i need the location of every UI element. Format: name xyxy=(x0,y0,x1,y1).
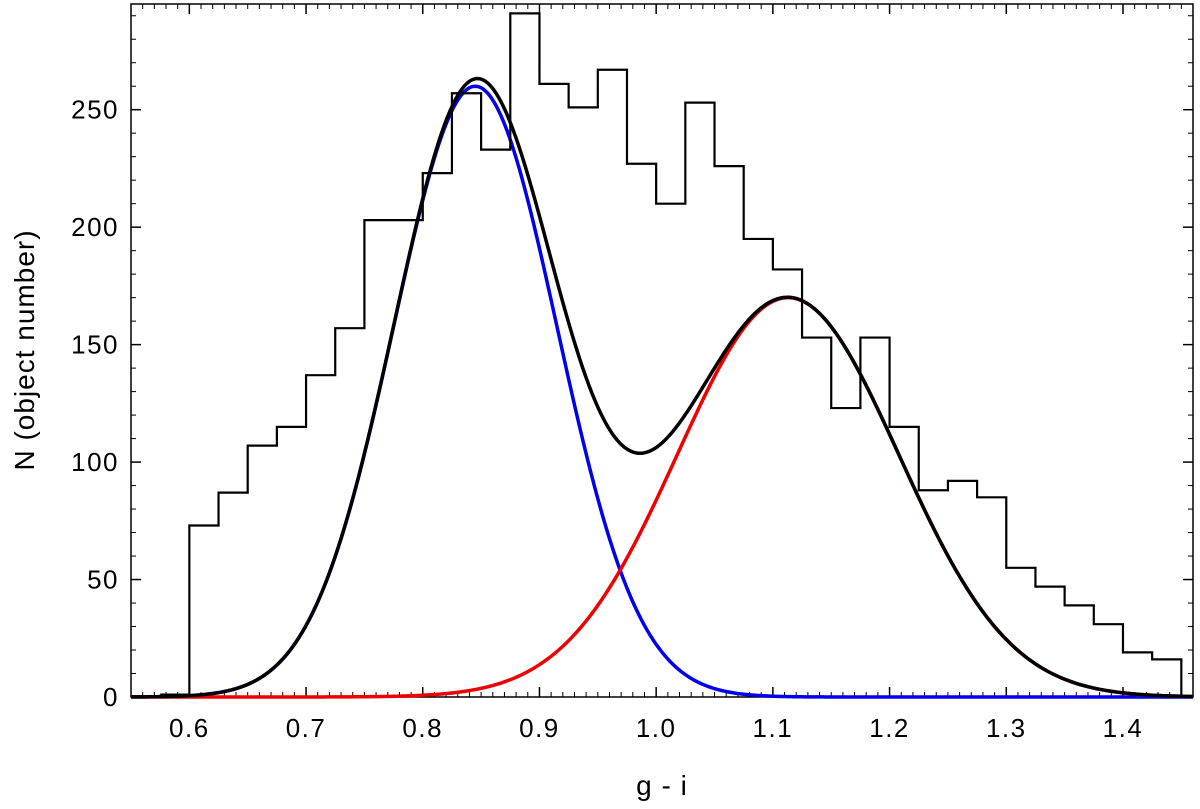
fit-curve-red xyxy=(131,295,1194,699)
histogram-outline xyxy=(160,12,1193,699)
histogram-bin xyxy=(539,84,568,697)
y-tick-label: 150 xyxy=(71,330,119,360)
fit-curve-blue xyxy=(130,84,1193,699)
y-axis: 0 50 100 150 200 250 xyxy=(71,95,1193,712)
histogram-bin xyxy=(1094,624,1123,697)
histogram-bin xyxy=(306,375,335,697)
histogram-bin xyxy=(831,408,860,697)
plot-frame xyxy=(130,3,1194,698)
histogram-bin xyxy=(248,446,277,697)
fit-curves xyxy=(130,76,1194,699)
histogram-bin xyxy=(1152,659,1181,697)
histogram-bin xyxy=(364,220,393,697)
x-tick-label: 0.8 xyxy=(402,713,443,743)
histogram-bin xyxy=(1123,652,1152,697)
histogram-bin xyxy=(219,493,248,697)
histogram-bin xyxy=(802,338,831,697)
histogram-bin xyxy=(860,338,889,697)
histogram-bin xyxy=(685,103,714,697)
x-tick-label: 1.4 xyxy=(1103,713,1144,743)
x-tick-label: 1.0 xyxy=(636,713,677,743)
x-axis-title: g - i xyxy=(636,770,688,801)
histogram-bin xyxy=(277,427,306,697)
y-tick-label: 250 xyxy=(71,95,119,125)
histogram-bin xyxy=(510,13,539,697)
fit-curve-total xyxy=(130,76,1194,699)
histogram-bin xyxy=(481,150,510,697)
histogram-bin xyxy=(977,497,1006,697)
histogram-bin xyxy=(1035,587,1064,697)
x-tick-label: 1.1 xyxy=(753,713,794,743)
y-tick-label: 0 xyxy=(103,682,119,712)
minor-ticks xyxy=(131,4,1194,697)
histogram xyxy=(160,12,1193,699)
histogram-bin xyxy=(394,220,423,697)
histogram-bin xyxy=(452,93,481,697)
histogram-bin xyxy=(919,490,948,697)
x-tick-label: 0.9 xyxy=(519,713,560,743)
x-tick-label: 1.2 xyxy=(869,713,910,743)
x-tick-label: 0.7 xyxy=(286,713,327,743)
y-tick-label: 200 xyxy=(71,212,119,242)
histogram-bin xyxy=(598,70,627,697)
histogram-bin xyxy=(948,481,977,697)
histogram-bin xyxy=(423,173,452,697)
y-axis-title: N (object number) xyxy=(9,229,40,470)
y-tick-label: 100 xyxy=(71,447,119,477)
histogram-bin xyxy=(773,269,802,697)
histogram-bin xyxy=(744,239,773,697)
x-axis: 0.6 0.7 0.8 0.9 1.0 1.1 1.2 1.3 1.4 xyxy=(169,4,1144,743)
histogram-bin xyxy=(189,526,218,697)
histogram-bin xyxy=(715,166,744,697)
y-tick-label: 50 xyxy=(87,565,119,595)
histogram-bin xyxy=(1006,568,1035,697)
x-tick-label: 1.3 xyxy=(986,713,1027,743)
x-tick-label: 0.6 xyxy=(169,713,210,743)
